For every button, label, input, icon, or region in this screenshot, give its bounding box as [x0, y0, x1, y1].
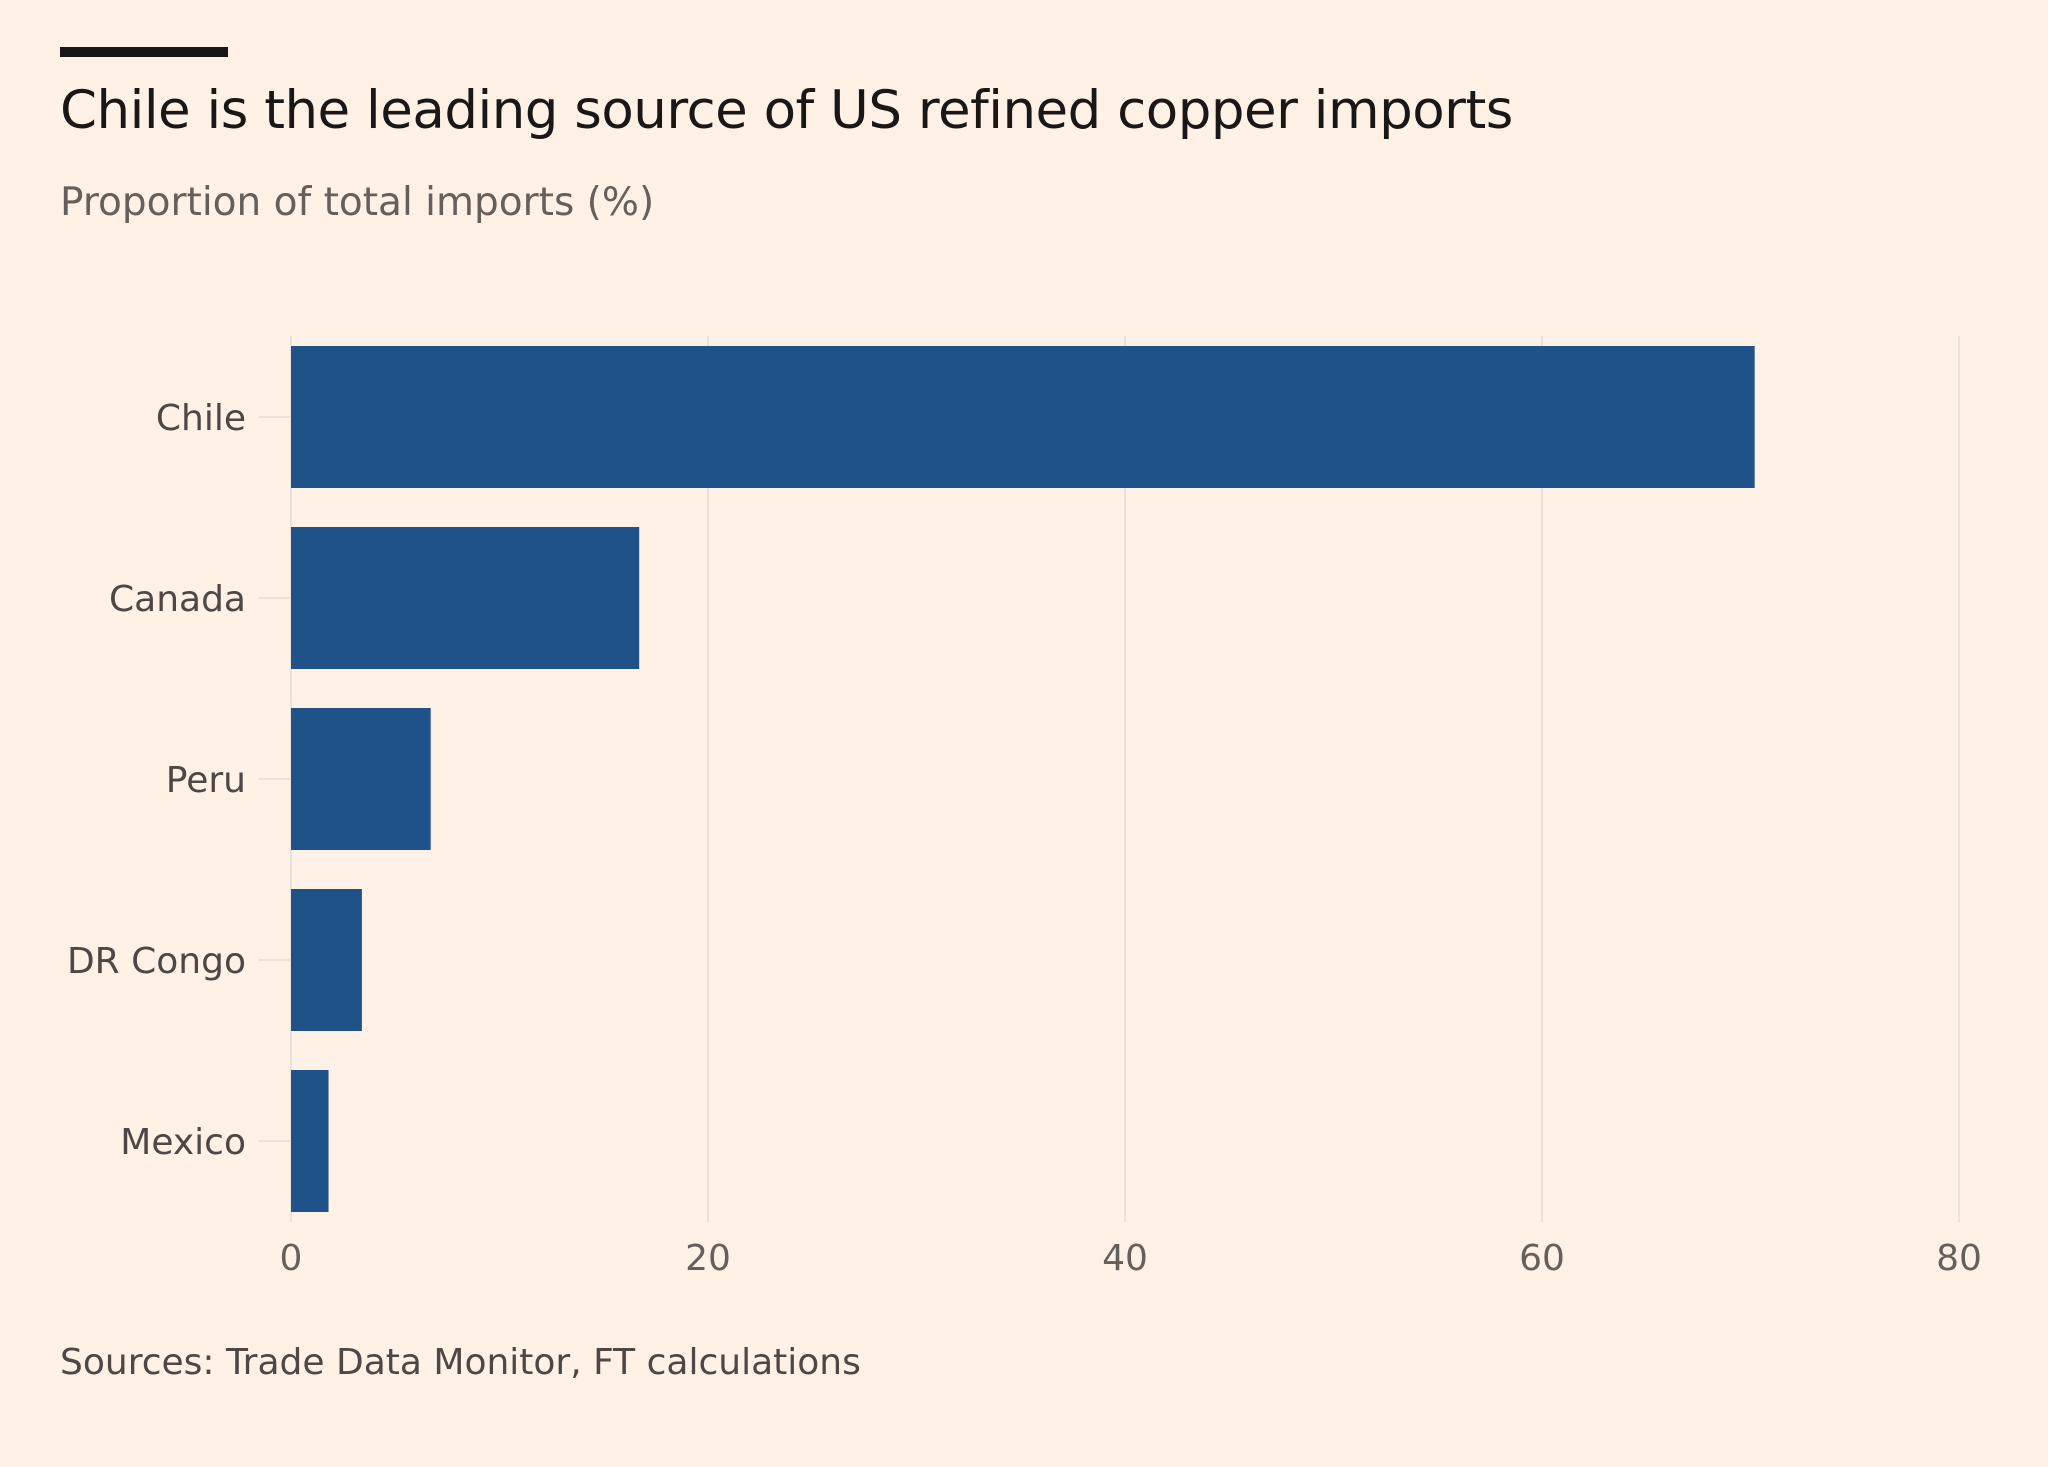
- bar-canada: [291, 527, 640, 669]
- category-label: DR Congo: [67, 941, 246, 982]
- category-label: Chile: [156, 398, 246, 439]
- category-label: Peru: [166, 760, 246, 801]
- x-tick-label: 0: [280, 1238, 303, 1279]
- chart-title: Chile is the leading source of US refine…: [60, 80, 1513, 141]
- x-tick-label: 40: [1102, 1238, 1148, 1279]
- category-label: Mexico: [120, 1122, 246, 1163]
- bar-dr-congo: [291, 889, 362, 1031]
- chart-subtitle: Proportion of total imports (%): [60, 180, 655, 225]
- x-tick-label: 20: [685, 1238, 731, 1279]
- category-label: Canada: [109, 579, 246, 620]
- bar-mexico: [291, 1070, 329, 1212]
- bar-chile: [291, 346, 1755, 488]
- x-tick-label: 80: [1936, 1238, 1982, 1279]
- x-tick-label: 60: [1519, 1238, 1565, 1279]
- source-note: Sources: Trade Data Monitor, FT calculat…: [60, 1342, 861, 1383]
- title-accent-bar: [60, 47, 228, 57]
- bar-peru: [291, 708, 431, 850]
